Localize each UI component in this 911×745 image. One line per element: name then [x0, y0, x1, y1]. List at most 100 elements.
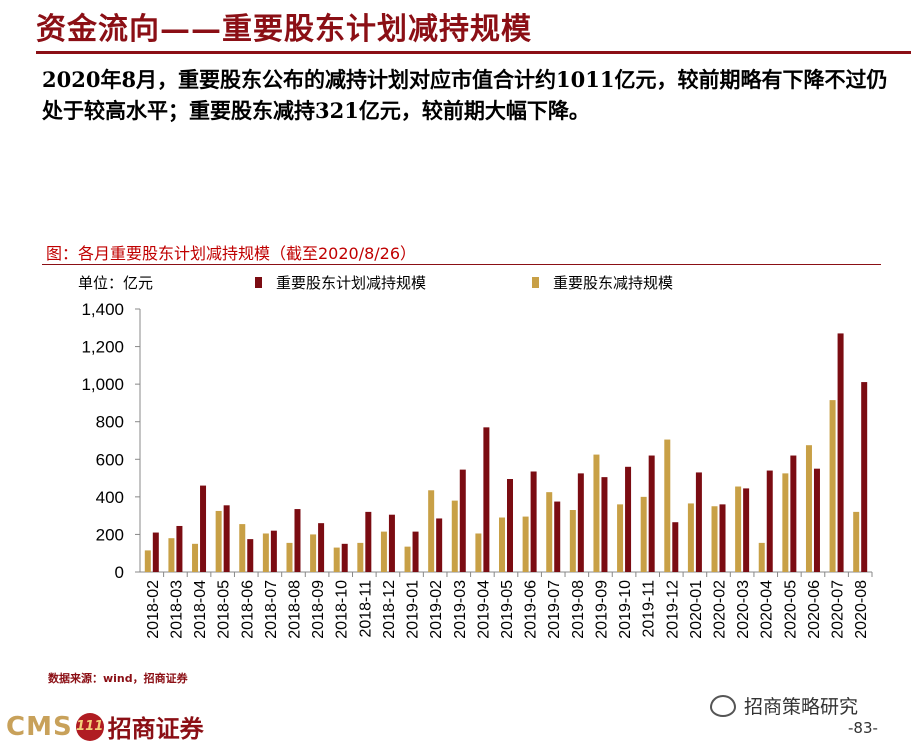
page-number: -83-: [848, 719, 878, 737]
page-title: 资金流向——重要股东计划减持规模: [36, 12, 532, 47]
bar-planned: [577, 473, 584, 572]
bar-actual: [617, 504, 624, 572]
bar-actual: [286, 542, 293, 572]
bar-planned: [270, 530, 277, 572]
title-divider: [36, 51, 911, 54]
x-tick-label: 2018-08: [286, 580, 303, 639]
x-tick-label: 2018-10: [334, 580, 351, 639]
logo-cms-text: CMS: [6, 711, 73, 742]
wechat-icon: [710, 694, 736, 717]
logo-company-name: 招商证券: [107, 714, 204, 743]
wechat-account: 招商策略研究: [710, 692, 858, 719]
x-tick-label: 2019-11: [641, 580, 658, 638]
wechat-label: 招商策略研究: [744, 696, 859, 718]
x-tick-label: 2020-07: [830, 580, 847, 639]
x-tick-label: 2018-12: [381, 580, 398, 639]
bar-planned: [341, 543, 348, 572]
x-tick-label: 2018-07: [263, 580, 280, 639]
bar-planned: [507, 479, 513, 572]
y-tick-label: 400: [96, 488, 124, 507]
bar-planned: [436, 518, 443, 572]
y-tick-label: 0: [115, 563, 124, 582]
bar-actual: [144, 550, 151, 572]
bar-planned: [790, 455, 797, 572]
bar-planned: [152, 532, 159, 572]
bar-actual: [310, 534, 317, 572]
bar-actual: [215, 510, 222, 572]
bar-actual: [711, 506, 718, 572]
x-tick-label: 2019-02: [428, 580, 445, 639]
figure-title: 图：各月重要股东计划减持规模（截至2020/8/26）: [46, 244, 417, 263]
bar-planned: [200, 485, 207, 572]
bar-actual: [593, 454, 600, 572]
figure-divider: [42, 264, 881, 265]
unit-label: 单位：亿元: [78, 274, 154, 292]
x-tick-label: 2020-03: [735, 580, 752, 639]
bar-planned: [601, 477, 608, 572]
x-tick-label: 2018-11: [357, 580, 374, 638]
bar-actual: [664, 439, 671, 572]
bar-planned: [530, 471, 537, 572]
bar-actual: [569, 510, 576, 572]
bar-actual: [380, 531, 387, 572]
bar-actual: [735, 486, 742, 572]
bar-planned: [388, 514, 395, 572]
x-tick-label: 2020-01: [688, 580, 705, 639]
cms-logo: CMS 111 招商证券: [6, 709, 204, 744]
legend-label-planned: 重要股东计划减持规模: [276, 274, 427, 292]
bar-planned: [813, 468, 820, 572]
y-tick-label: 1,400: [81, 300, 124, 319]
bar-actual: [853, 511, 860, 572]
bar-planned: [412, 531, 419, 572]
bar-actual: [805, 445, 812, 572]
bar-actual: [687, 503, 694, 572]
bar-actual: [239, 524, 246, 572]
x-tick-label: 2020-08: [853, 580, 870, 639]
bar-planned: [625, 466, 632, 572]
x-tick-label: 2018-06: [239, 580, 256, 639]
x-tick-label: 2019-10: [617, 580, 634, 639]
x-tick-label: 2018-03: [168, 580, 185, 639]
bar-planned: [483, 427, 490, 572]
legend-item-planned: 重要股东计划减持规模: [255, 272, 426, 293]
x-tick-label: 2019-04: [475, 580, 492, 639]
bar-planned: [554, 501, 561, 572]
x-tick-label: 2019-12: [664, 580, 681, 639]
bar-actual: [475, 533, 482, 572]
x-tick-label: 2020-02: [712, 580, 729, 639]
x-tick-label: 2020-06: [806, 580, 823, 639]
summary-text: 2020年8月，重要股东公布的减持计划对应市值合计约1011亿元，较前期略有下降…: [42, 67, 888, 123]
bar-actual: [192, 543, 199, 572]
bar-planned: [318, 523, 325, 572]
bar-actual: [451, 500, 458, 572]
x-tick-label: 2019-01: [405, 580, 422, 639]
cms-logo-icon: 111: [75, 712, 104, 741]
bar-actual: [782, 473, 789, 572]
legend-label-actual: 重要股东减持规模: [553, 274, 674, 292]
x-tick-label: 2019-06: [523, 580, 540, 639]
bar-actual: [499, 517, 505, 572]
bar-planned: [459, 469, 466, 572]
y-tick-label: 600: [96, 450, 124, 469]
bar-actual: [829, 400, 836, 572]
legend-swatch-planned: [255, 277, 262, 288]
x-tick-label: 2020-04: [759, 580, 776, 639]
bar-planned: [365, 511, 372, 572]
x-tick-label: 2019-03: [452, 580, 469, 639]
legend-item-actual: 重要股东减持规模: [532, 272, 673, 293]
bar-planned: [766, 470, 773, 572]
bar-planned: [247, 539, 254, 572]
legend-swatch-actual: [532, 277, 539, 288]
bar-actual: [758, 542, 765, 572]
bar-planned: [719, 504, 726, 572]
x-tick-label: 2019-09: [593, 580, 610, 639]
y-tick-label: 1,200: [81, 338, 124, 357]
bar-actual: [333, 547, 340, 572]
bar-planned: [648, 455, 655, 572]
bar-planned: [176, 525, 183, 572]
x-tick-label: 2018-05: [216, 580, 233, 639]
x-tick-label: 2018-09: [310, 580, 327, 639]
bar-planned: [223, 505, 230, 572]
x-tick-label: 2019-07: [546, 580, 563, 639]
bar-actual: [640, 496, 647, 572]
